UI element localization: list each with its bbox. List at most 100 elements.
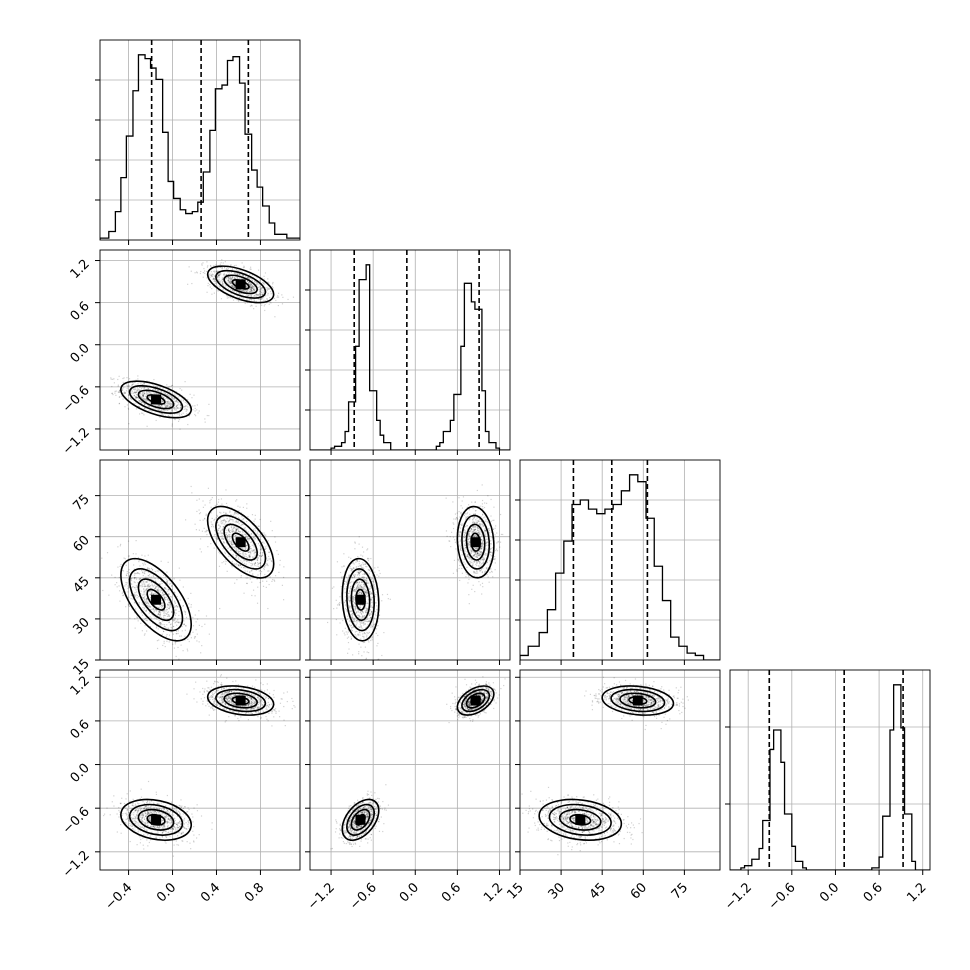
density-peak-mode-0 xyxy=(355,594,366,605)
panel-1-0-frame xyxy=(99,249,301,451)
panel-1-1-frame xyxy=(309,249,511,451)
x-tick-label: 0.0 xyxy=(817,880,842,905)
y-tick-label: 30 xyxy=(71,615,93,637)
panel-0-0-frame xyxy=(99,39,301,241)
contour-mode-0-level-0 xyxy=(341,557,380,642)
panel-3-0: −1.2 −0.6 0.0 0.6 1.2 −0.4 0.0 0.4 0.8 xyxy=(60,669,301,913)
y-tick-label: 75 xyxy=(71,492,93,514)
panel-2-1 xyxy=(305,459,511,665)
density-peak-mode-1 xyxy=(235,279,246,290)
panel-0-0-plot-area xyxy=(100,40,300,240)
y-tick-label: 45 xyxy=(71,574,93,596)
panel-2-2-frame xyxy=(519,459,721,661)
panel-3-3-plot-area xyxy=(730,670,930,870)
y-tick-label: −1.2 xyxy=(60,425,93,458)
contour-mode-0-level-2 xyxy=(137,808,175,831)
contour-mode-1-level-0 xyxy=(456,685,495,716)
density-peak-mode-1 xyxy=(235,695,246,706)
contour-mode-0-level-1 xyxy=(128,568,184,632)
panel-3-0-plot-area xyxy=(100,670,300,870)
y-tick-label: 1.2 xyxy=(68,257,93,282)
x-tick-label: 0.0 xyxy=(154,880,179,905)
contour-mode-1-level-0 xyxy=(206,505,275,579)
y-tick-label: −0.6 xyxy=(60,804,93,837)
x-tick-label: 75 xyxy=(669,880,691,902)
contour-mode-1-level-2 xyxy=(223,692,258,709)
x-tick-label: −1.2 xyxy=(722,880,755,913)
contour-mode-0-level-2 xyxy=(350,578,371,622)
y-tick-label: 1.2 xyxy=(68,673,93,698)
contour-mode-0-level-0 xyxy=(120,557,193,642)
contour-mode-0-level-1 xyxy=(548,803,612,836)
panel-2-2 xyxy=(515,459,721,665)
contour-mode-0-level-0 xyxy=(341,798,380,841)
x-tick-label: 0.4 xyxy=(198,880,223,905)
contour-mode-0-level-1 xyxy=(346,568,376,632)
density-peak-mode-0 xyxy=(151,814,162,825)
panel-2-0-frame xyxy=(99,459,301,661)
panel-3-1-frame xyxy=(309,669,511,871)
contour-mode-1-level-2 xyxy=(465,692,486,709)
contour-mode-0-level-2 xyxy=(558,808,602,831)
x-tick-label: 0.0 xyxy=(397,880,422,905)
y-tick-label: 0.6 xyxy=(68,299,93,324)
y-tick-label: 0.6 xyxy=(68,717,93,742)
histogram-p1 xyxy=(310,264,510,450)
panel-2-1-plot-area xyxy=(310,460,510,660)
x-tick-label: −0.6 xyxy=(347,880,380,913)
panel-3-3-frame xyxy=(729,669,931,871)
histogram-p2 xyxy=(520,474,720,660)
y-tick-label: −1.2 xyxy=(60,848,93,881)
contour-mode-0-level-1 xyxy=(346,803,376,836)
contour-mode-1-level-1 xyxy=(215,688,267,713)
density-peak-mode-0 xyxy=(355,814,366,825)
contour-mode-0-level-2 xyxy=(137,389,175,410)
histogram-p0 xyxy=(100,54,300,240)
panel-3-2: 15 30 45 60 75 xyxy=(505,669,721,903)
contour-mode-1-level-1 xyxy=(215,514,267,570)
x-tick-label: 0.6 xyxy=(861,880,886,905)
density-peak-mode-0 xyxy=(575,814,586,825)
panels: −1.2−0.60.00.61.21530456075−1.2−0.60.00.… xyxy=(60,39,931,913)
contour-mode-0-level-0 xyxy=(120,798,193,841)
panel-3-2-frame xyxy=(519,669,721,871)
panel-2-2-plot-area xyxy=(520,460,720,660)
contour-mode-0-level-0 xyxy=(538,798,623,841)
panel-3-1: −1.2 −0.6 0.0 0.6 1.2 xyxy=(305,669,511,913)
contour-mode-1-level-1 xyxy=(461,688,491,713)
x-tick-label: −0.6 xyxy=(766,880,799,913)
x-tick-label: 15 xyxy=(505,880,527,902)
x-tick-label: −0.4 xyxy=(102,880,135,913)
contour-mode-1-level-0 xyxy=(206,685,275,716)
histogram-p3 xyxy=(730,684,930,870)
density-peak-mode-1 xyxy=(235,537,246,548)
y-tick-label: −0.6 xyxy=(60,383,93,416)
contour-mode-0-level-0 xyxy=(120,380,193,419)
y-tick-label: 60 xyxy=(71,533,93,555)
panel-3-3: −1.2 −0.6 0.0 0.6 1.2 xyxy=(722,669,931,913)
x-tick-label: 1.2 xyxy=(481,880,506,905)
x-tick-label: 45 xyxy=(587,880,609,902)
x-tick-label: 30 xyxy=(546,880,568,902)
contour-mode-1-level-0 xyxy=(206,265,275,304)
density-peak-mode-1 xyxy=(470,537,481,548)
contour-mode-0-level-1 xyxy=(128,384,184,414)
density-peak-mode-1 xyxy=(632,695,643,706)
scatter-points-mode-1 xyxy=(185,485,285,610)
x-tick-label: −1.2 xyxy=(305,880,338,913)
scatter-points-mode-0 xyxy=(110,375,210,430)
contour-mode-1-level-1 xyxy=(215,269,267,299)
x-tick-label: 1.2 xyxy=(904,880,929,905)
contour-mode-1-level-2 xyxy=(465,523,486,561)
panel-3-0-frame xyxy=(99,669,301,871)
panel-1-1 xyxy=(305,249,511,455)
panel-1-0: −1.2 −0.6 0.0 0.6 1.2 xyxy=(60,249,301,458)
panel-2-0-plot-area xyxy=(100,460,300,660)
contour-mode-1-level-0 xyxy=(456,505,495,579)
contour-mode-1-level-1 xyxy=(610,688,666,713)
contour-mode-0-level-1 xyxy=(128,803,184,836)
panel-1-1-plot-area xyxy=(310,250,510,450)
contour-mode-0-level-2 xyxy=(350,808,371,831)
